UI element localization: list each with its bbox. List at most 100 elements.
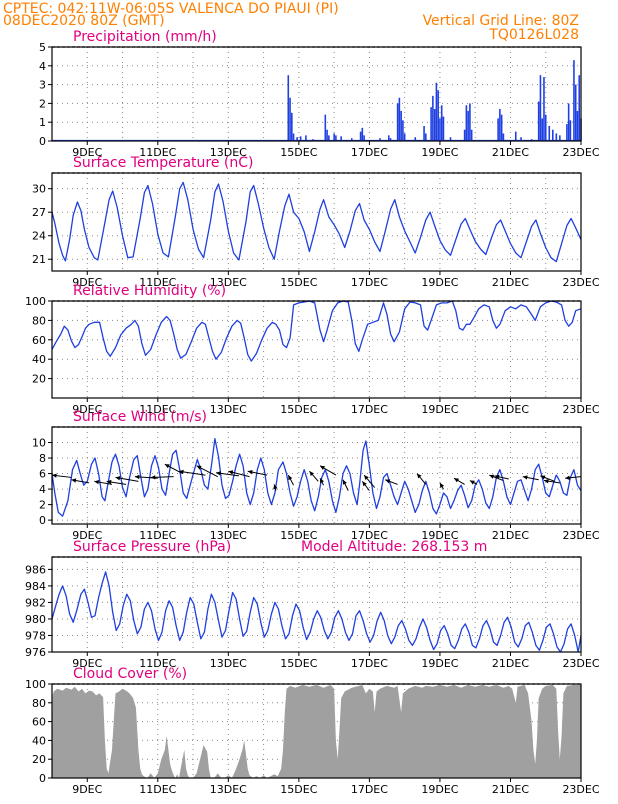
panel-frame bbox=[51, 556, 582, 653]
panel-frame bbox=[51, 172, 582, 272]
x-tick-label: 13DEC bbox=[210, 783, 247, 796]
x-tick-label: 11DEC bbox=[139, 403, 176, 416]
precip-bar bbox=[305, 135, 307, 141]
precip-bar bbox=[403, 133, 406, 141]
precip-bar bbox=[437, 90, 439, 141]
wind-arrowhead bbox=[115, 476, 121, 481]
x-tick-label: 13DEC bbox=[210, 529, 247, 542]
precip-bar bbox=[469, 103, 471, 141]
precip-bar bbox=[502, 133, 505, 141]
wind-series-line bbox=[51, 437, 582, 517]
y-tick-label: 27 bbox=[32, 206, 46, 219]
precip-bar bbox=[467, 110, 469, 141]
x-tick-label: 23DEC bbox=[562, 783, 599, 796]
x-tick-label: 21DEC bbox=[492, 529, 529, 542]
wind-arrowhead bbox=[385, 479, 391, 484]
wind-arrowhead bbox=[247, 469, 253, 475]
header-station: CPTEC: 042:11W-06:05S VALENCA DO PIAUI (… bbox=[3, 1, 339, 17]
y-tick-label: 986 bbox=[25, 563, 46, 576]
y-tick-label: 2 bbox=[39, 499, 46, 512]
y-tick-label: 40 bbox=[32, 353, 46, 366]
precip-bar bbox=[333, 133, 335, 141]
panels: Precipitation (mm/h) 0 1 2 3 4 5 9DEC 11DEC 13DEC… bbox=[25, 29, 600, 796]
panel-title-temp: Surface Temperature (nC) bbox=[73, 155, 254, 171]
y-tick-label: 100 bbox=[25, 678, 46, 691]
wind-arrowhead bbox=[150, 475, 156, 480]
x-tick-label: 13DEC bbox=[210, 276, 247, 289]
wind-arrowhead bbox=[52, 473, 57, 478]
precip-bar bbox=[398, 97, 401, 141]
precip-bar bbox=[569, 120, 572, 141]
x-tick-label: 17DEC bbox=[351, 657, 388, 670]
wind-arrowhead bbox=[215, 471, 221, 476]
y-tick-label: 0 bbox=[39, 514, 46, 527]
precip-bar bbox=[544, 114, 547, 141]
panel-title-wind: Surface Wind (m/s) bbox=[73, 409, 207, 425]
precip-bar bbox=[539, 75, 542, 141]
temp-series-line bbox=[51, 181, 582, 263]
x-tick-label: 19DEC bbox=[421, 276, 458, 289]
y-tick-label: 3 bbox=[39, 79, 46, 92]
panel-temp: Surface Temperature (nC) 21 24 27 30 9DEC 11DE… bbox=[32, 155, 600, 289]
y-tick-label: 30 bbox=[32, 183, 46, 196]
x-tick-label: 23DEC bbox=[562, 146, 599, 159]
wind-arrowhead bbox=[364, 475, 369, 480]
precip-bar bbox=[440, 105, 443, 141]
pres-series-line bbox=[51, 571, 582, 653]
y-tick-label: 20 bbox=[32, 373, 46, 386]
x-tick-label: 15DEC bbox=[280, 783, 317, 796]
y-tick-label: 40 bbox=[32, 734, 46, 747]
x-tick-label: 9DEC bbox=[72, 403, 102, 416]
x-tick-label: 19DEC bbox=[421, 783, 458, 796]
y-tick-label: 0 bbox=[39, 135, 46, 148]
x-tick-label: 21DEC bbox=[492, 276, 529, 289]
panel-title-pres: Surface Pressure (hPa) bbox=[73, 539, 231, 555]
x-tick-label: 11DEC bbox=[139, 276, 176, 289]
precip-bar bbox=[292, 133, 295, 141]
x-tick-label: 23DEC bbox=[562, 403, 599, 416]
precip-bar bbox=[433, 109, 436, 141]
precip-bar bbox=[559, 135, 561, 141]
precip-bar bbox=[363, 135, 365, 141]
precip-bar bbox=[389, 138, 392, 141]
precip-bar bbox=[548, 125, 551, 141]
x-tick-label: 23DEC bbox=[562, 657, 599, 670]
x-tick-label: 21DEC bbox=[492, 783, 529, 796]
precip-bar bbox=[396, 103, 399, 141]
precip-bar bbox=[400, 110, 402, 141]
wind-arrowhead bbox=[342, 479, 347, 485]
precip-bar bbox=[543, 77, 545, 141]
y-tick-label: 1 bbox=[39, 116, 46, 129]
precip-bar bbox=[442, 116, 445, 141]
wind-arrowhead bbox=[489, 474, 495, 479]
precip-bar bbox=[388, 135, 390, 141]
wind-arrowhead bbox=[228, 470, 234, 475]
x-tick-label: 15DEC bbox=[280, 529, 317, 542]
precip-bar bbox=[289, 97, 291, 141]
x-tick-label: 9DEC bbox=[72, 783, 102, 796]
wind-arrowhead bbox=[454, 478, 460, 483]
panel-rh: Relative Humidity (%) 20 40 60 80 100 9DEC 11DE… bbox=[25, 283, 600, 416]
wind-arrowhead bbox=[522, 475, 528, 480]
precip-bar bbox=[432, 95, 434, 141]
precip-bar bbox=[435, 82, 438, 141]
x-tick-label: 11DEC bbox=[139, 657, 176, 670]
precip-bar bbox=[578, 75, 581, 141]
wind-arrowhead bbox=[320, 478, 324, 484]
x-tick-label: 19DEC bbox=[421, 657, 458, 670]
x-tick-label: 17DEC bbox=[351, 529, 388, 542]
precip-bar bbox=[499, 109, 501, 141]
wind-arrowhead bbox=[417, 473, 422, 479]
precip-bar bbox=[497, 118, 499, 141]
y-tick-label: 60 bbox=[32, 334, 46, 347]
precip-bar bbox=[566, 124, 568, 141]
y-tick-label: 6 bbox=[39, 468, 46, 481]
x-tick-label: 9DEC bbox=[72, 529, 102, 542]
precip-bar bbox=[537, 101, 540, 141]
y-tick-label: 976 bbox=[25, 646, 46, 659]
precip-bar bbox=[551, 129, 554, 141]
x-tick-label: 9DEC bbox=[72, 146, 102, 159]
y-tick-label: 4 bbox=[39, 60, 46, 73]
